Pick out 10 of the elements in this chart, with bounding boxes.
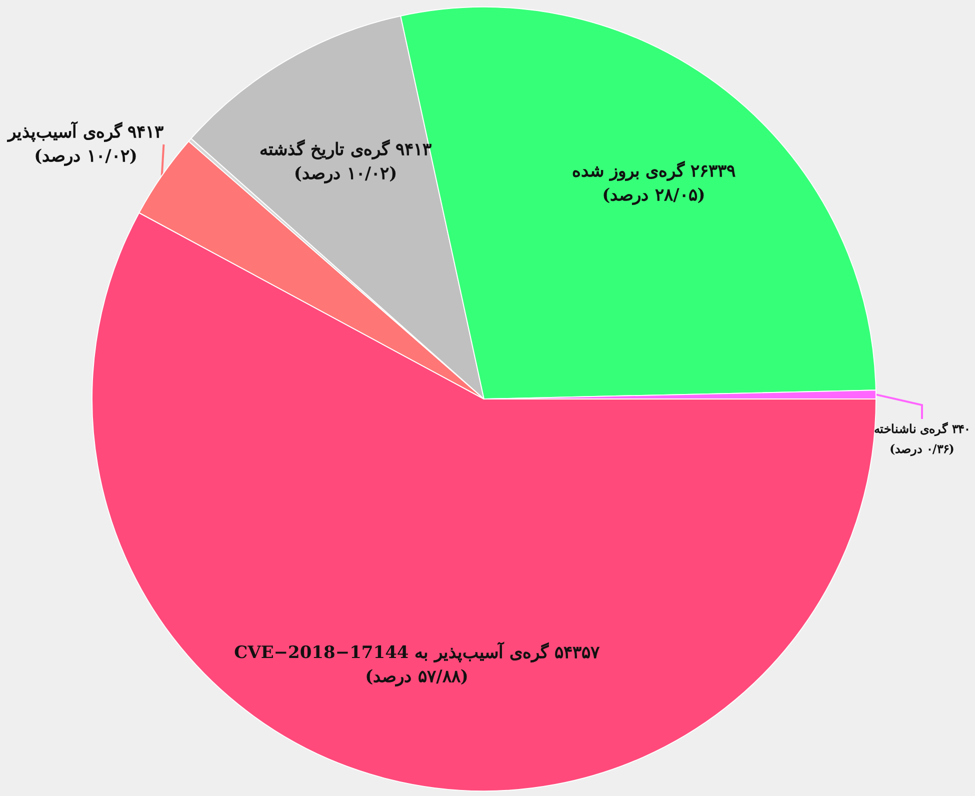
data-label: (۲۸/۰۵ درصد) [602, 185, 706, 206]
data-label: (۰/۳۶ درصد) [890, 442, 954, 457]
slice-label: ۳۴۰ گره‌ی ناشناخته [874, 421, 970, 437]
slice-label: ۵۴۳۵۷ گره‌ی آسیب‌پذیر به CVE−2018−17144 [234, 641, 600, 664]
slice-label: ۲۶۳۳۹ گره‌ی بروز شده [572, 160, 736, 182]
data-label: (۱۰/۰۲ درصد) [294, 164, 398, 184]
data-label: (۵۷/۸۸ درصد) [365, 667, 468, 688]
slice-label: ۹۴۱۳ گره‌ی تاریخ گذشته [260, 139, 432, 160]
data-label: (۱۰/۰۲ درصد) [34, 146, 138, 166]
slice-label: ۹۴۱۳ گره‌ی آسیب‌پذیر [6, 120, 164, 142]
